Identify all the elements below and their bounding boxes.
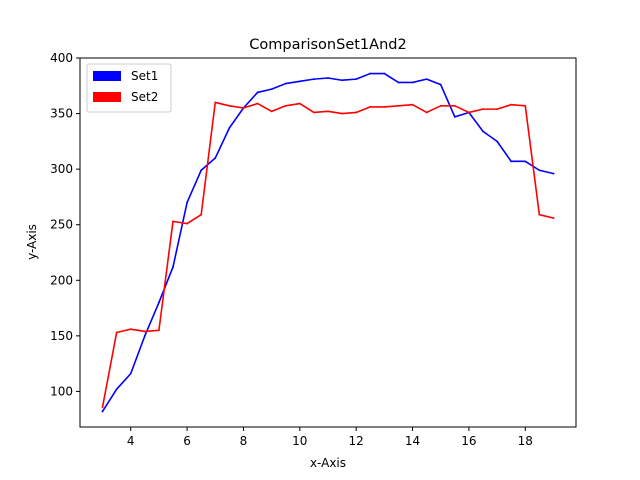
- data-point-set1: [313, 78, 315, 81]
- data-point-set2: [186, 222, 188, 225]
- data-point-set1: [524, 160, 527, 163]
- data-point-set1: [298, 80, 301, 83]
- data-point-set1: [327, 77, 329, 79]
- data-point-set1: [200, 169, 203, 172]
- data-point-set1: [270, 88, 273, 91]
- data-point-set2: [482, 108, 484, 111]
- axes-layer: 4 6 8 10 12 14 16 18 100 150 200 250 300 350 400: [50, 51, 533, 448]
- data-point-set1: [369, 72, 372, 75]
- data-point-set1: [496, 140, 498, 143]
- data-point-set2: [270, 110, 273, 113]
- data-point-set1: [510, 160, 513, 163]
- data-point-set1: [538, 169, 541, 172]
- data-point-set2: [115, 331, 118, 334]
- data-point-set2: [242, 107, 245, 109]
- data-point-set1: [383, 72, 386, 75]
- legend-swatch-set1: [93, 71, 121, 81]
- x-tick-label: 6: [183, 434, 191, 448]
- x-tick-label: 12: [349, 434, 364, 448]
- data-point-set2: [172, 220, 174, 223]
- data-point-set1: [129, 372, 132, 375]
- data-point-set2: [510, 103, 513, 106]
- x-tick-label: 4: [127, 434, 135, 448]
- data-point-set2: [313, 111, 315, 114]
- data-point-set2: [228, 104, 231, 107]
- data-point-set2: [256, 102, 259, 105]
- legend-swatch-set2: [93, 92, 121, 102]
- data-point-set1: [158, 301, 160, 304]
- data-point-set1: [552, 172, 555, 175]
- y-tick-label: 200: [50, 273, 73, 287]
- data-point-set2: [468, 111, 470, 114]
- data-point-set1: [115, 388, 118, 391]
- data-point-set2: [411, 103, 414, 106]
- data-point-set1: [172, 266, 174, 268]
- data-point-set2: [369, 106, 372, 108]
- x-tick-label: 16: [461, 434, 476, 448]
- data-point-set1: [256, 91, 259, 94]
- data-point-set2: [496, 108, 498, 111]
- data-point-set2: [425, 111, 428, 114]
- legend-label-set1: Set1: [131, 69, 158, 83]
- y-tick-label: 300: [50, 162, 73, 176]
- data-point-set1: [101, 410, 104, 413]
- data-point-set2: [143, 330, 146, 333]
- data-point-set2: [397, 104, 400, 107]
- data-point-set2: [284, 104, 287, 107]
- x-tick-label: 8: [240, 434, 248, 448]
- data-point-set2: [524, 104, 527, 107]
- data-point-set2: [101, 406, 104, 408]
- data-point-set1: [397, 81, 400, 84]
- x-tick-label: 14: [405, 434, 420, 448]
- y-tick-label: 350: [50, 107, 73, 121]
- data-point-set1: [439, 83, 442, 86]
- data-point-set1: [453, 116, 456, 118]
- data-point-set2: [158, 329, 160, 332]
- y-tick-label: 400: [50, 51, 73, 65]
- data-point-set2: [129, 328, 132, 331]
- legend: Set1 Set2: [86, 63, 172, 113]
- data-point-set2: [355, 111, 358, 114]
- x-axis-label: x-Axis: [310, 456, 346, 470]
- data-point-set1: [228, 127, 231, 129]
- plot-frame: [79, 57, 577, 428]
- data-point-set2: [327, 110, 329, 113]
- data-point-set1: [341, 79, 343, 82]
- data-point-set2: [214, 101, 217, 104]
- data-point-set2: [383, 106, 386, 108]
- x-tick-label: 10: [292, 434, 307, 448]
- y-tick-label: 150: [50, 329, 73, 343]
- y-axis-label: y-Axis: [25, 224, 39, 260]
- legend-label-set2: Set2: [131, 90, 158, 104]
- data-point-set2: [538, 213, 541, 216]
- data-point-set2: [552, 217, 555, 219]
- data-point-set1: [284, 82, 287, 85]
- data-point-set1: [411, 81, 414, 84]
- data-point-set1: [355, 78, 358, 81]
- data-point-set1: [482, 130, 484, 133]
- data-point-set1: [214, 157, 217, 159]
- series-layer: [101, 72, 555, 413]
- data-point-set1: [425, 78, 428, 81]
- data-point-set2: [200, 213, 203, 216]
- data-point-set1: [186, 201, 188, 204]
- data-point-set2: [453, 104, 456, 107]
- data-point-set2: [298, 102, 301, 105]
- x-tick-label: 18: [518, 434, 533, 448]
- y-tick-label: 100: [50, 384, 73, 398]
- y-tick-label: 250: [50, 218, 73, 232]
- data-point-set2: [341, 112, 343, 115]
- data-point-set1: [143, 334, 146, 337]
- chart-title: ComparisonSet1And2: [249, 37, 406, 53]
- data-point-set2: [439, 104, 442, 107]
